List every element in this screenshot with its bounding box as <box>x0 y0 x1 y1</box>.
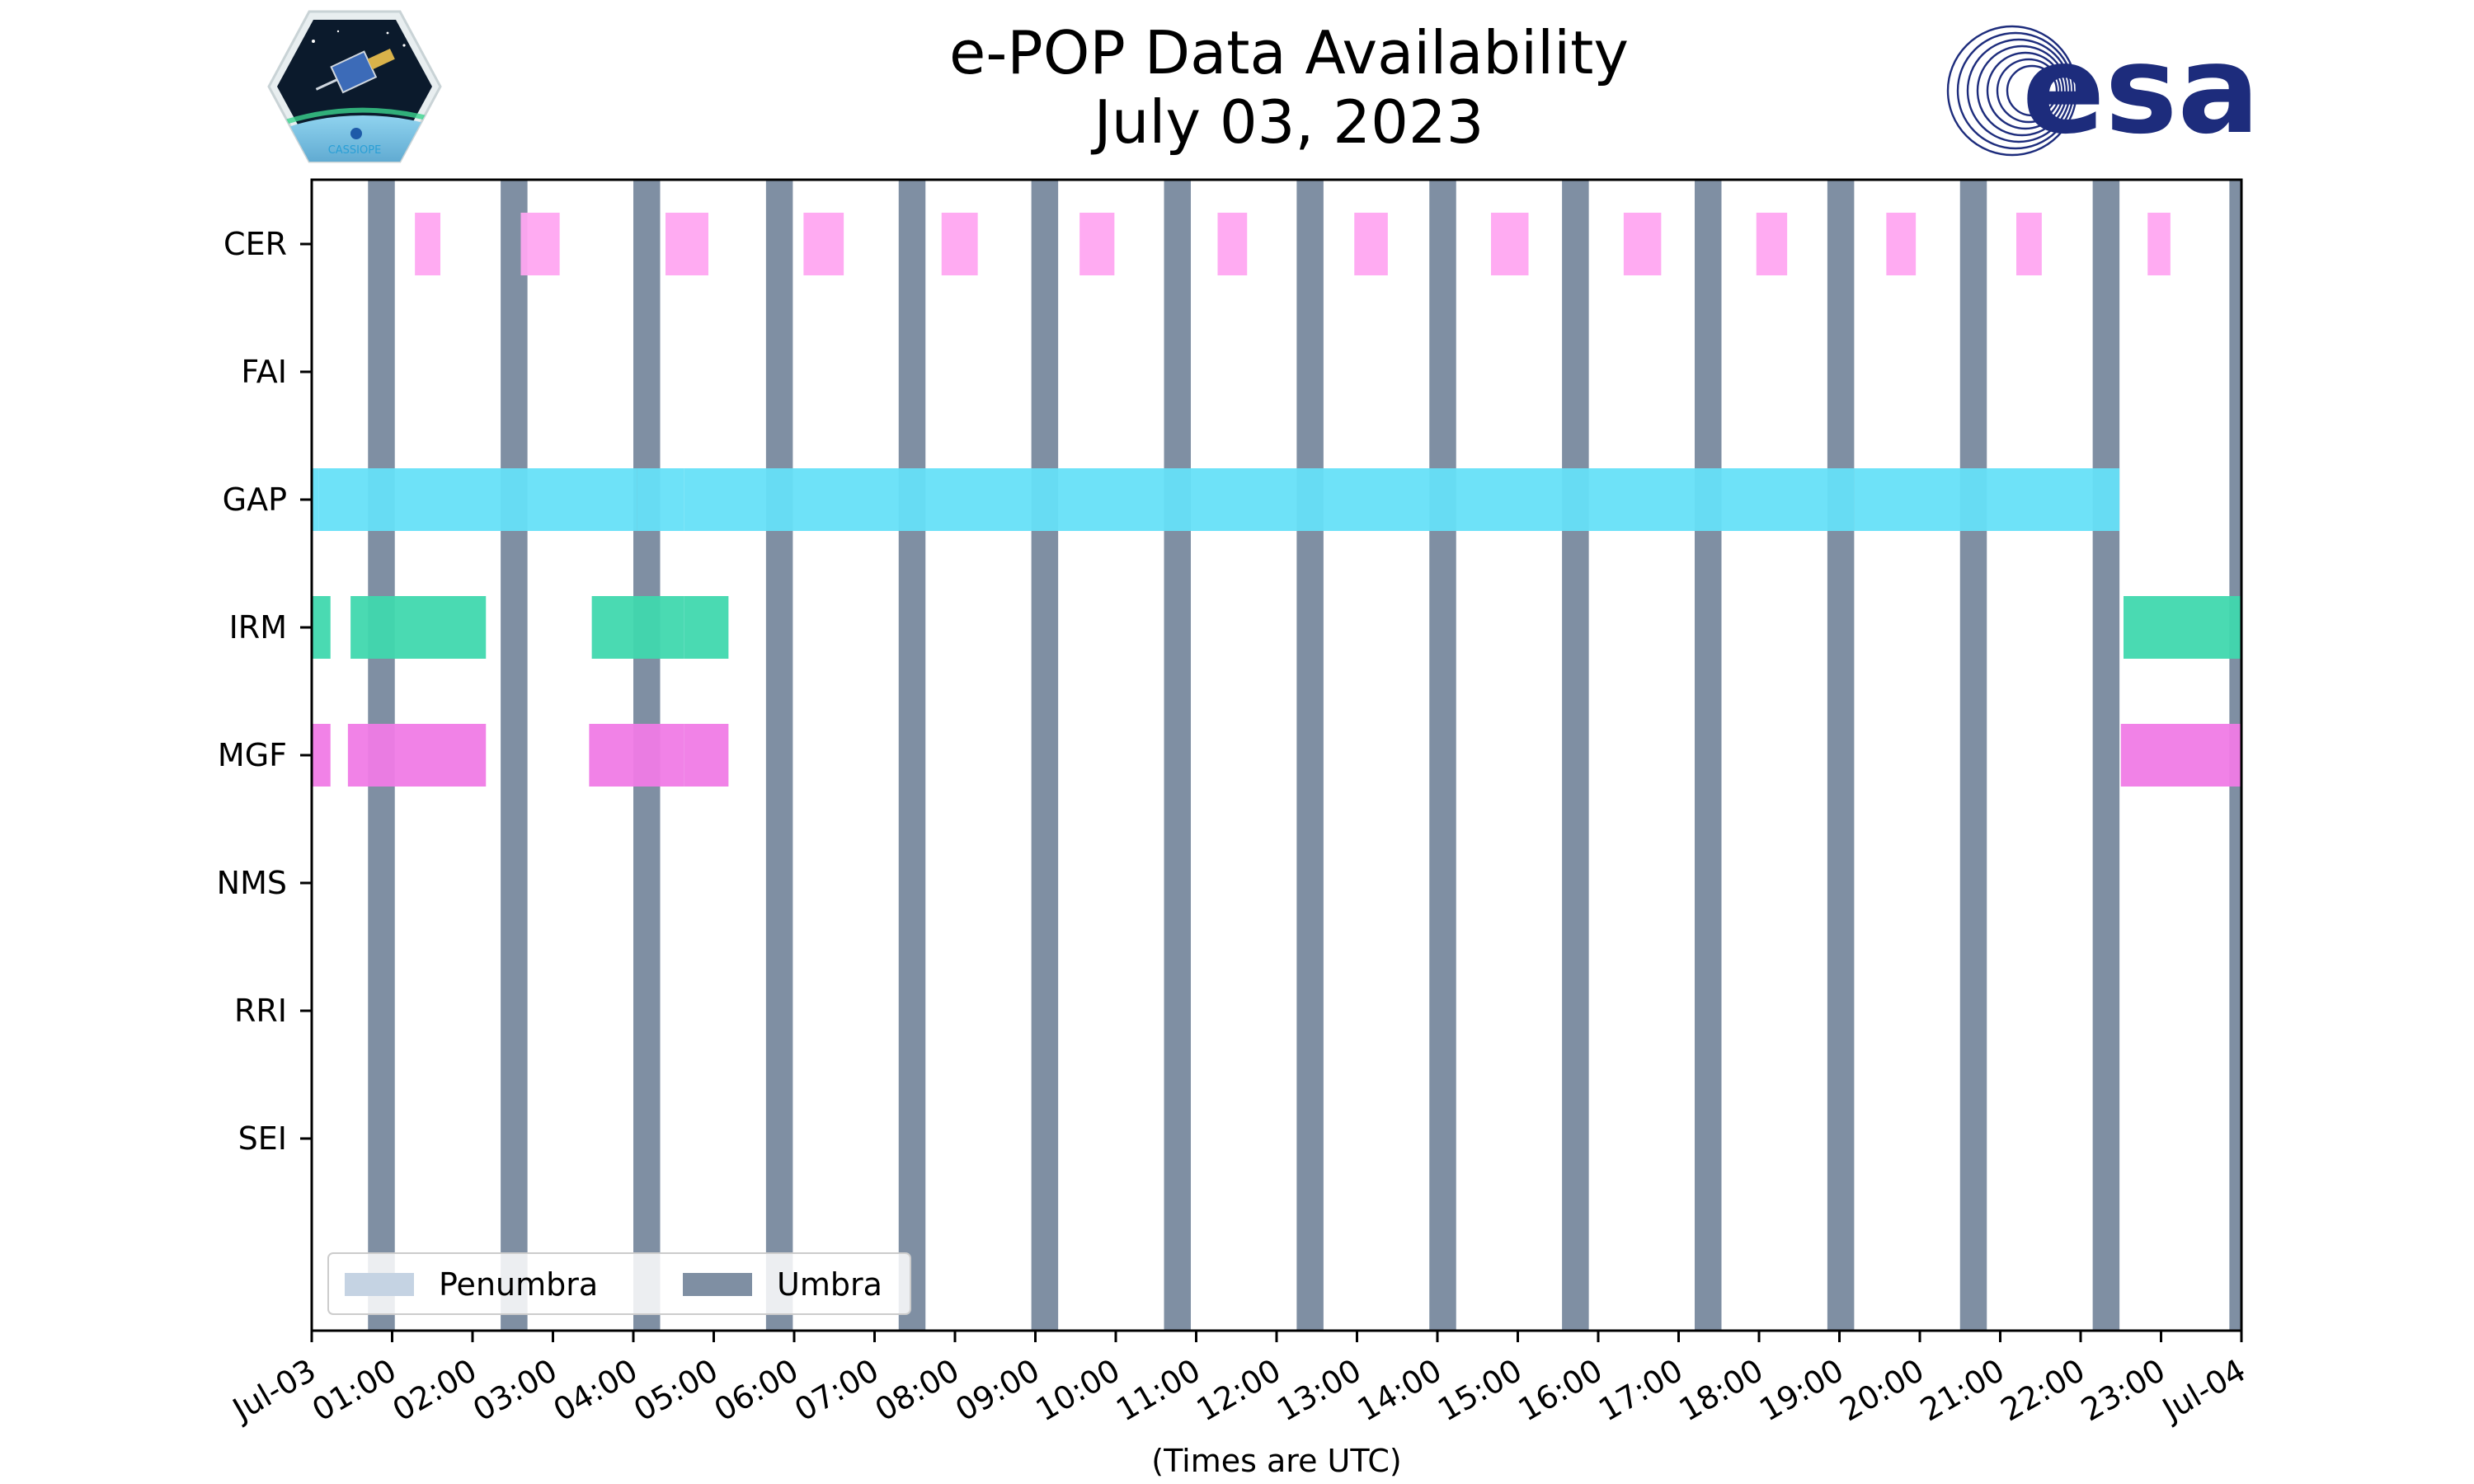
y-tick-label: CER <box>223 226 287 262</box>
data-bar-cer <box>1079 213 1115 275</box>
x-tick-label: 20:00 <box>1834 1352 1931 1429</box>
data-bar-mgf <box>589 724 684 787</box>
data-bar-mgf <box>312 724 331 787</box>
y-tick-label: RRI <box>234 993 287 1029</box>
x-tick-label: 23:00 <box>2075 1352 2171 1429</box>
x-tick-label: 19:00 <box>1753 1352 1850 1429</box>
data-bar-cer <box>415 213 440 275</box>
x-tick-label: 01:00 <box>306 1352 402 1429</box>
data-bar-cer <box>1217 213 1248 275</box>
cassiope-logo: CASSIOPE <box>267 10 442 163</box>
x-tick-label: 12:00 <box>1191 1352 1287 1429</box>
x-tick-label: 22:00 <box>1995 1352 2091 1429</box>
data-bar-cer <box>803 213 844 275</box>
data-bar-mgf <box>684 724 729 787</box>
data-bar-cer <box>2016 213 2042 275</box>
y-tick-label: NMS <box>217 865 287 901</box>
data-bar-irm <box>684 596 729 659</box>
x-tick-label: 13:00 <box>1271 1352 1367 1429</box>
bars-layer <box>312 213 2241 787</box>
legend-label-penumbra: Penumbra <box>439 1266 598 1303</box>
x-tick-label: 09:00 <box>949 1352 1046 1429</box>
chart-subtitle: July 03, 2023 <box>1094 87 1484 157</box>
data-bar-gap <box>684 468 1855 531</box>
x-tick-label: 17:00 <box>1592 1352 1689 1429</box>
x-tick-label: 04:00 <box>548 1352 644 1429</box>
x-tick-label: 18:00 <box>1673 1352 1770 1429</box>
esa-logo-text: esa <box>2022 23 2260 161</box>
umbra-band <box>765 180 793 1331</box>
esa-logo: esa <box>1946 23 2260 161</box>
x-tick-label: Jul-04 <box>2155 1352 2251 1429</box>
data-bar-cer <box>1886 213 1917 275</box>
umbra-band <box>2092 180 2120 1331</box>
cassiope-logo-text: CASSIOPE <box>328 144 382 157</box>
data-bar-irm <box>312 596 331 659</box>
x-tick-label: Jul-03 <box>225 1352 322 1429</box>
y-tick-label: GAP <box>223 481 287 518</box>
data-bar-irm <box>350 596 487 659</box>
x-tick-label: 11:00 <box>1110 1352 1206 1429</box>
data-bar-cer <box>1491 213 1529 275</box>
x-tick-label: 02:00 <box>387 1352 483 1429</box>
y-tick-label: IRM <box>229 609 287 646</box>
x-tick-label: 10:00 <box>1030 1352 1126 1429</box>
x-tick-label: 21:00 <box>1914 1352 2011 1429</box>
data-bar-cer <box>1756 213 1788 275</box>
data-bar-mgf <box>2120 724 2241 787</box>
umbra-band <box>1695 180 1722 1331</box>
umbra-band <box>1164 180 1191 1331</box>
data-bar-gap <box>637 468 684 531</box>
umbra-band <box>898 180 926 1331</box>
umbra-band <box>1562 180 1589 1331</box>
x-tick-label: 06:00 <box>708 1352 805 1429</box>
y-tick-label: SEI <box>238 1120 287 1157</box>
umbra-band <box>1429 180 1456 1331</box>
x-tick-label: 15:00 <box>1432 1352 1528 1429</box>
data-bar-gap <box>312 468 319 531</box>
x-tick-label: 14:00 <box>1352 1352 1448 1429</box>
x-tick-label: 08:00 <box>869 1352 966 1429</box>
legend-box <box>327 1252 911 1315</box>
x-axis-label: (Times are UTC) <box>1151 1443 1401 1479</box>
umbra-band <box>1827 180 1855 1331</box>
data-bar-cer <box>1623 213 1662 275</box>
data-bar-cer <box>941 213 978 275</box>
chart-title: e-POP Data Availability <box>949 18 1629 87</box>
data-bar-irm <box>591 596 684 659</box>
umbra-band <box>1959 180 1987 1331</box>
umbra-layer <box>368 180 2241 1331</box>
umbra-band <box>1031 180 1059 1331</box>
y-axis: CER FAI GAP IRM MGF NMS RRI SEI <box>217 226 312 1157</box>
y-tick-label: FAI <box>241 354 287 390</box>
legend-label-umbra: Umbra <box>777 1266 882 1303</box>
data-bar-cer <box>1354 213 1388 275</box>
data-bar-cer <box>666 213 708 275</box>
legend-swatch-umbra <box>683 1273 752 1296</box>
y-tick-label: MGF <box>218 737 287 773</box>
x-tick-label: 05:00 <box>628 1352 724 1429</box>
umbra-band <box>1296 180 1324 1331</box>
legend-swatch-penumbra <box>345 1273 414 1296</box>
x-tick-label: 03:00 <box>467 1352 563 1429</box>
data-bar-cer <box>520 213 560 275</box>
x-axis: Jul-0301:0002:0003:0004:0005:0006:0007:0… <box>225 1331 2252 1429</box>
data-bar-mgf <box>347 724 487 787</box>
data-bar-gap <box>1854 468 2120 531</box>
data-bar-cer <box>2147 213 2171 275</box>
data-bar-irm <box>2124 596 2241 659</box>
legend: Penumbra Umbra <box>327 1252 911 1315</box>
x-tick-label: 16:00 <box>1512 1352 1609 1429</box>
umbra-band <box>501 180 528 1331</box>
x-tick-label: 07:00 <box>788 1352 885 1429</box>
data-bar-gap <box>318 468 637 531</box>
